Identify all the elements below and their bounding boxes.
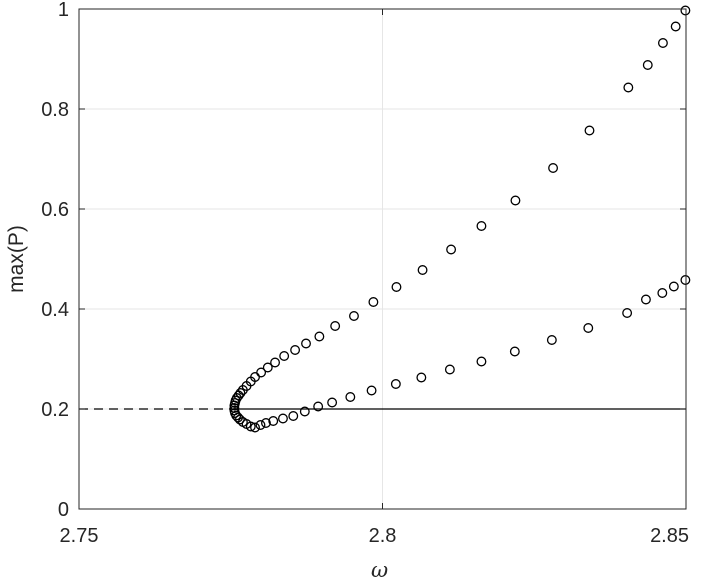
data-point — [234, 414, 245, 425]
data-point — [416, 372, 427, 383]
data-point — [583, 323, 594, 333]
data-point — [299, 406, 310, 417]
data-point — [245, 421, 256, 432]
data-point — [476, 221, 487, 231]
data-point — [446, 244, 457, 255]
y-tick-label: 1 — [58, 0, 69, 21]
data-point — [262, 362, 273, 373]
x-tick-label: 2.85 — [650, 525, 689, 547]
data-point — [279, 351, 290, 361]
data-point — [349, 311, 359, 321]
y-tick-label: 0.2 — [41, 399, 69, 421]
data-point — [640, 294, 651, 305]
x-tick-label: 2.8 — [369, 525, 397, 547]
data-point — [366, 385, 377, 396]
data-point — [670, 21, 681, 32]
data-point — [623, 82, 634, 93]
data-point — [391, 282, 402, 292]
data-point — [657, 38, 668, 48]
data-point — [268, 416, 279, 426]
tick-labels: 0 0.2 0.4 0.6 0.8 1 2.75 2.8 2.85 — [41, 0, 689, 547]
data-point — [548, 163, 559, 173]
data-point — [510, 195, 521, 206]
data-point — [622, 308, 633, 318]
scatter-points — [229, 5, 691, 433]
data-point — [546, 335, 557, 345]
y-tick-label: 0 — [58, 499, 69, 521]
data-point — [301, 338, 311, 349]
data-point — [313, 401, 324, 412]
data-point — [642, 60, 653, 70]
data-point — [290, 345, 301, 355]
data-point — [250, 422, 260, 433]
data-point — [390, 379, 401, 389]
data-point — [680, 275, 691, 285]
data-point — [261, 418, 271, 428]
data-point — [476, 356, 487, 367]
data-point — [368, 297, 379, 307]
y-tick-label: 0.4 — [41, 299, 69, 321]
data-point — [657, 288, 668, 298]
y-axis-label: max(P) — [5, 225, 28, 293]
data-point — [680, 5, 691, 16]
x-tick-label: 2.75 — [60, 525, 99, 547]
data-point — [444, 364, 455, 375]
data-point — [278, 413, 288, 424]
data-point — [255, 420, 266, 430]
data-point — [288, 411, 299, 421]
y-tick-label: 0.6 — [41, 199, 69, 221]
data-point — [417, 265, 428, 275]
data-point — [229, 400, 240, 411]
data-point — [229, 403, 240, 413]
data-point — [330, 321, 341, 331]
data-point — [509, 346, 520, 357]
axis-ticks — [78, 8, 687, 510]
data-point — [327, 397, 338, 408]
y-tick-label: 0.8 — [41, 99, 69, 121]
data-point — [314, 331, 325, 342]
data-point — [668, 281, 679, 292]
data-point — [584, 125, 595, 136]
data-point — [345, 392, 356, 402]
data-point — [270, 357, 281, 368]
x-axis-label: ω — [371, 558, 388, 580]
